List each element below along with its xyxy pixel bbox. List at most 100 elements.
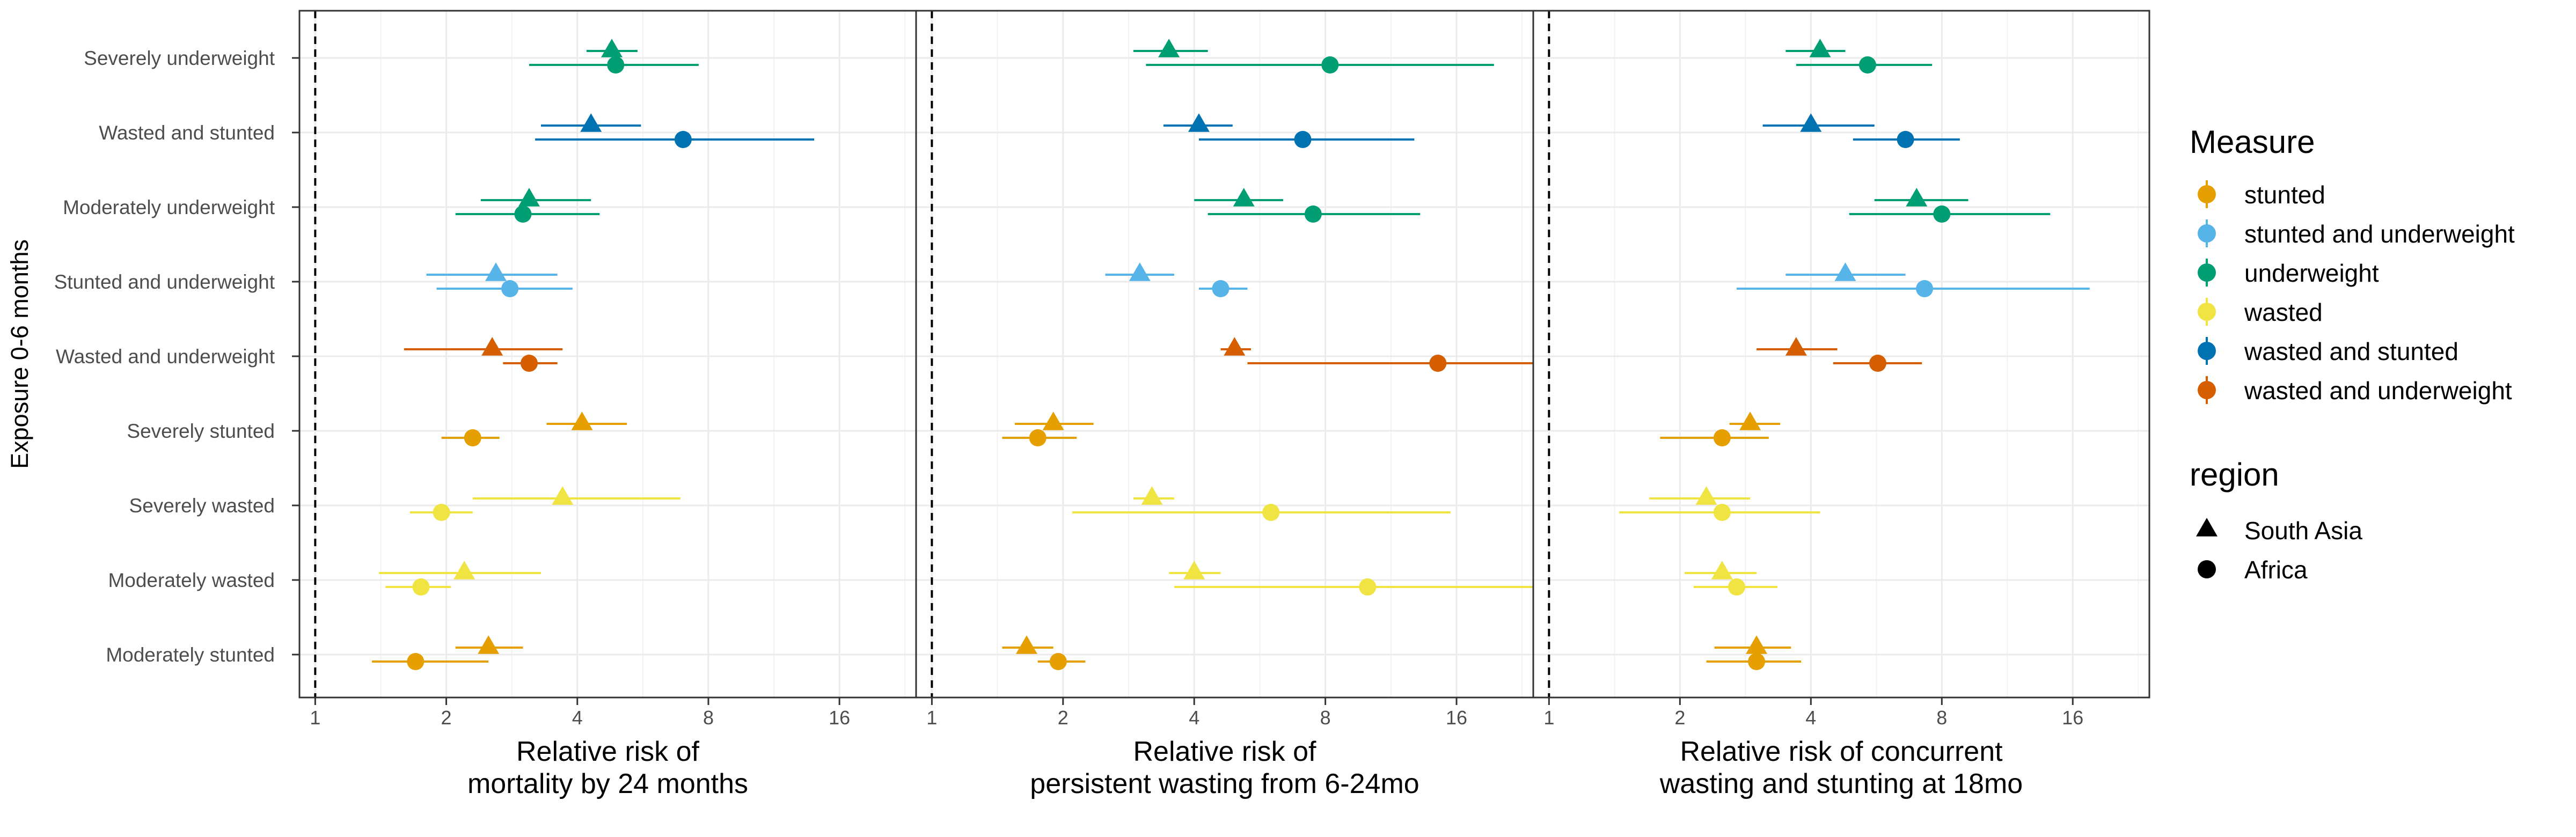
legend-measure-title: Measure — [2190, 124, 2315, 160]
legend-label-stunted-and-underweight: stunted and underweight — [2244, 220, 2515, 248]
x-tick-label: 2 — [441, 707, 452, 729]
point-africa-moderately-wasted — [412, 578, 430, 596]
point-africa-stunted-and-underweight — [501, 280, 519, 297]
point-south-asia-severely-stunted — [1739, 412, 1761, 430]
legend-label-underweight: underweight — [2244, 259, 2379, 287]
point-africa-moderately-underweight — [1933, 205, 1951, 223]
x-tick-label: 1 — [310, 707, 320, 729]
point-south-asia-moderately-wasted — [1183, 561, 1205, 579]
point-africa-severely-stunted — [1713, 429, 1731, 446]
legend-key-stunted-and-underweight — [2198, 224, 2216, 243]
x-tick-label: 8 — [1320, 707, 1331, 729]
x-tick-label: 16 — [1446, 707, 1467, 729]
point-africa-wasted-and-underweight — [1429, 355, 1447, 372]
x-axis-title-line-2: wasting and stunting at 18mo — [1659, 768, 2023, 799]
point-africa-moderately-wasted — [1359, 578, 1377, 596]
point-south-asia-moderately-wasted — [1711, 561, 1733, 579]
point-africa-wasted-and-underweight — [1869, 355, 1886, 372]
panel-background — [299, 11, 916, 698]
point-south-asia-wasted-and-stunted — [1188, 113, 1210, 132]
point-south-asia-moderately-underweight — [1906, 188, 1928, 207]
x-tick-label: 8 — [1936, 707, 1947, 729]
point-south-asia-stunted-and-underweight — [1129, 262, 1151, 281]
x-tick-label: 1 — [1543, 707, 1554, 729]
point-south-asia-moderately-underweight — [518, 188, 540, 207]
legend-key-south-asia — [2196, 518, 2218, 537]
point-south-asia-moderately-wasted — [453, 561, 475, 579]
point-south-asia-severely-underweight — [601, 39, 623, 57]
legend-label-south-asia: South Asia — [2244, 517, 2362, 545]
y-tick-label-stunted-and-underweight: Stunted and underweight — [54, 271, 275, 293]
y-axis-title: Exposure 0-6 months — [6, 239, 33, 469]
legend-label-wasted-and-underweight: wasted and underweight — [2244, 377, 2512, 405]
x-tick-label: 2 — [1674, 707, 1685, 729]
point-south-asia-moderately-underweight — [1233, 188, 1255, 207]
point-south-asia-severely-wasted — [1141, 486, 1163, 505]
point-africa-moderately-stunted — [407, 653, 425, 670]
point-south-asia-severely-underweight — [1809, 39, 1831, 57]
point-africa-wasted-and-stunted — [1897, 131, 1914, 148]
legend-label-wasted-and-stunted: wasted and stunted — [2244, 337, 2458, 365]
x-tick-label: 4 — [572, 707, 583, 729]
point-south-asia-moderately-stunted — [1746, 635, 1768, 654]
x-axis-title-line-1: Relative risk of concurrent — [1680, 736, 2003, 767]
point-south-asia-wasted-and-underweight — [481, 337, 503, 356]
point-south-asia-wasted-and-underweight — [1224, 337, 1246, 356]
point-south-asia-wasted-and-stunted — [580, 113, 602, 132]
legend-key-wasted-and-underweight — [2198, 381, 2216, 399]
legend: Measure stunted stunted and underweight und… — [2190, 124, 2515, 584]
point-africa-severely-stunted — [464, 429, 481, 446]
point-africa-stunted-and-underweight — [1212, 280, 1230, 297]
y-tick-label-severely-underweight: Severely underweight — [84, 47, 275, 69]
x-tick-label: 4 — [1189, 707, 1199, 729]
panel-3: 1 2 4 8 16 Relative risk of concurrentwasting… — [1532, 10, 2150, 799]
y-tick-label-moderately-stunted: Moderately stunted — [106, 644, 275, 666]
x-axis-title-line-2: mortality by 24 months — [467, 768, 748, 799]
point-africa-severely-stunted — [1029, 429, 1046, 446]
point-south-asia-severely-underweight — [1158, 39, 1180, 57]
y-tick-label-moderately-underweight: Moderately underweight — [63, 196, 275, 218]
point-africa-moderately-stunted — [1049, 653, 1067, 670]
legend-label-stunted: stunted — [2244, 181, 2325, 209]
point-africa-severely-wasted — [1262, 504, 1280, 521]
point-africa-severely-underweight — [1321, 56, 1339, 74]
legend-key-wasted — [2198, 303, 2216, 321]
point-south-asia-wasted-and-underweight — [1785, 337, 1807, 356]
y-tick-label-severely-stunted: Severely stunted — [127, 420, 275, 442]
point-south-asia-moderately-stunted — [1015, 635, 1037, 654]
point-south-asia-stunted-and-underweight — [1834, 262, 1856, 281]
x-tick-label: 1 — [926, 707, 937, 729]
legend-key-africa — [2198, 560, 2216, 578]
point-africa-severely-underweight — [607, 56, 625, 74]
point-africa-wasted-and-underweight — [520, 355, 538, 372]
legend-key-wasted-and-stunted — [2198, 342, 2216, 360]
x-tick-label: 8 — [703, 707, 714, 729]
y-tick-label-wasted-and-underweight: Wasted and underweight — [56, 346, 275, 368]
x-tick-label: 4 — [1805, 707, 1816, 729]
legend-label-africa: Africa — [2244, 556, 2308, 584]
x-axis-title-line-2: persistent wasting from 6-24mo — [1030, 768, 1419, 799]
legend-key-stunted — [2198, 185, 2216, 203]
legend-label-wasted: wasted — [2244, 298, 2323, 326]
point-africa-moderately-underweight — [1304, 205, 1322, 223]
point-south-asia-severely-stunted — [571, 412, 593, 430]
point-africa-wasted-and-stunted — [674, 131, 692, 148]
point-africa-severely-wasted — [1713, 504, 1731, 521]
legend-region-title: region — [2190, 457, 2279, 493]
x-tick-label: 2 — [1058, 707, 1069, 729]
y-tick-label-wasted-and-stunted: Wasted and stunted — [99, 122, 275, 144]
point-africa-moderately-wasted — [1728, 578, 1745, 596]
point-africa-severely-wasted — [433, 504, 450, 521]
y-tick-label-moderately-wasted: Moderately wasted — [108, 569, 275, 591]
x-tick-label: 16 — [829, 707, 850, 729]
point-africa-wasted-and-stunted — [1294, 131, 1312, 148]
point-south-asia-moderately-stunted — [478, 635, 500, 654]
point-south-asia-stunted-and-underweight — [485, 262, 507, 281]
point-south-asia-severely-wasted — [1695, 486, 1717, 505]
point-africa-severely-underweight — [1858, 56, 1876, 74]
point-africa-stunted-and-underweight — [1916, 280, 1934, 297]
panel-border — [1532, 10, 2150, 699]
